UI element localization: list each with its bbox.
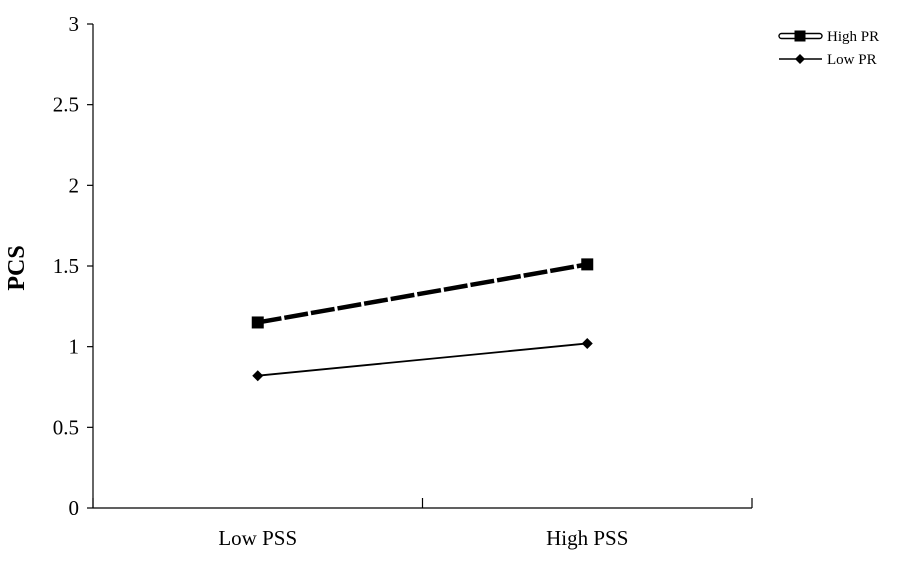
series-high-pr [251,258,594,329]
y-tick-label: 2 [69,173,80,197]
y-tick-label: 1 [69,335,80,359]
axes: 0 0.5 1 1.5 2 2.5 3 Low PSS High PSS [53,12,753,550]
legend-label: High PR [827,29,879,45]
y-tick-label: 0.5 [53,415,79,439]
y-tick-label: 2.5 [53,93,79,117]
series-line [257,262,588,325]
data-point [252,370,264,382]
data-point [581,337,593,349]
series-low-pr [252,337,593,382]
x-tick-label: Low PSS [218,526,297,550]
y-tick-label: 1.5 [53,254,79,278]
data-point [581,258,594,271]
y-tick-label: 0 [69,496,80,520]
y-tick-label: 3 [69,12,80,36]
data-point [251,316,264,329]
legend-label: Low PR [827,52,877,68]
x-tick-label: High PSS [546,526,628,550]
series-line [257,342,588,377]
legend-marker [794,30,806,42]
series-layer [251,258,594,382]
legend: High PR Low PR [778,29,879,68]
legend-marker [795,54,805,64]
y-axis-title: PCS [4,245,30,290]
legend-entry: Low PR [779,52,877,68]
legend-entry: High PR [778,29,879,45]
